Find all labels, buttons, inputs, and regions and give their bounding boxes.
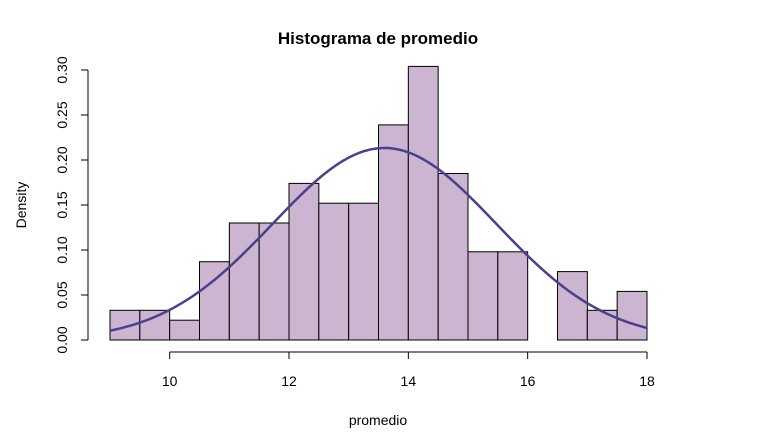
y-tick-label: 0.15 — [54, 191, 70, 218]
histogram-bar — [586, 309, 618, 341]
x-ticks-group: 10 12 14 16 18 — [162, 352, 655, 389]
histogram-bar — [378, 124, 409, 341]
histogram-bar — [348, 202, 379, 341]
y-tick-label: 0.30 — [54, 56, 70, 83]
y-tick-label: 0.00 — [54, 326, 70, 353]
x-tick-label: 12 — [281, 373, 297, 389]
histogram-bar — [616, 290, 648, 341]
histogram-bar — [139, 309, 171, 341]
histogram-bar — [318, 202, 350, 341]
y-tick-label: 0.05 — [54, 281, 70, 308]
y-tick-label: 0.10 — [54, 236, 70, 263]
x-tick-label: 16 — [520, 373, 536, 389]
bars-group — [109, 65, 648, 341]
histogram-bar — [258, 222, 290, 341]
y-tick-label: 0.20 — [54, 146, 70, 173]
chart-title: Histograma de promedio — [278, 29, 478, 48]
x-tick-label: 14 — [401, 373, 417, 389]
histogram-bar — [497, 251, 529, 341]
histogram-bar — [199, 261, 230, 341]
density-curve — [109, 146, 648, 332]
y-tick-label: 0.25 — [54, 101, 70, 128]
y-axis-label: Density — [13, 182, 29, 229]
histogram-bar — [557, 271, 588, 341]
histogram-bar — [288, 182, 320, 341]
y-ticks-group: 0.00 0.05 0.10 0.15 0.20 0.25 0.30 — [54, 56, 88, 354]
x-tick-label: 10 — [162, 373, 178, 389]
histogram-bar — [437, 173, 469, 341]
histogram-bar — [467, 251, 499, 341]
histogram-bar — [169, 319, 201, 341]
histogram-bar — [228, 222, 260, 341]
histogram-bar — [407, 65, 439, 341]
x-axis-label: promedio — [349, 412, 408, 428]
x-tick-label: 18 — [639, 373, 655, 389]
